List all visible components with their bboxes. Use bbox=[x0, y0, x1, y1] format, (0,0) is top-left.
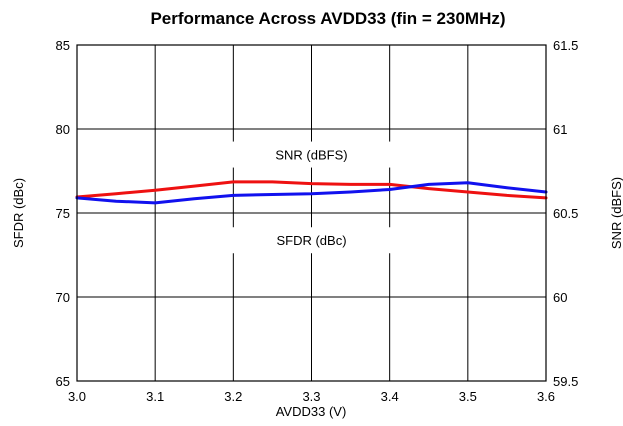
annotation-sfdr: SFDR (dBc) bbox=[276, 233, 346, 248]
y-right-tick-label: 60.5 bbox=[553, 206, 578, 221]
x-tick-label: 3.2 bbox=[224, 389, 242, 404]
y-left-tick-label: 75 bbox=[56, 206, 70, 221]
x-tick-label: 3.3 bbox=[302, 389, 320, 404]
x-tick-label: 3.6 bbox=[537, 389, 555, 404]
x-tick-label: 3.5 bbox=[459, 389, 477, 404]
y-axis-label-left: SFDR (dBc) bbox=[11, 178, 26, 248]
y-right-tick-label: 61 bbox=[553, 122, 567, 137]
x-tick-label: 3.0 bbox=[68, 389, 86, 404]
y-right-tick-label: 60 bbox=[553, 290, 567, 305]
y-right-tick-labels: 61.5 61 60.5 60 59.5 bbox=[553, 38, 578, 389]
x-tick-label: 3.4 bbox=[381, 389, 399, 404]
y-left-tick-label: 70 bbox=[56, 290, 70, 305]
y-right-tick-label: 61.5 bbox=[553, 38, 578, 53]
y-left-tick-labels: 85 80 75 70 65 bbox=[56, 38, 70, 389]
y-left-tick-label: 65 bbox=[56, 374, 70, 389]
annotation-sfdr-background bbox=[227, 227, 396, 254]
grid bbox=[77, 45, 546, 381]
annotation-snr-background bbox=[227, 141, 396, 168]
series-lines bbox=[75, 180, 548, 205]
chart-title: Performance Across AVDD33 (fin = 230MHz) bbox=[150, 9, 505, 28]
plot-frame bbox=[76, 44, 547, 382]
annotation-snr: SNR (dBFS) bbox=[275, 148, 347, 163]
y-axis-label-right: SNR (dBFS) bbox=[609, 177, 623, 249]
y-right-tick-label: 59.5 bbox=[553, 374, 578, 389]
x-tick-label: 3.1 bbox=[146, 389, 164, 404]
snr-line bbox=[75, 180, 548, 200]
annotations: SNR (dBFS) SFDR (dBc) bbox=[227, 141, 396, 254]
x-tick-labels: 3.0 3.1 3.2 3.3 3.4 3.5 3.6 bbox=[68, 389, 555, 404]
sfdr-line bbox=[75, 181, 548, 205]
x-axis-label: AVDD33 (V) bbox=[276, 404, 347, 419]
y-left-tick-label: 85 bbox=[56, 38, 70, 53]
y-left-tick-label: 80 bbox=[56, 122, 70, 137]
